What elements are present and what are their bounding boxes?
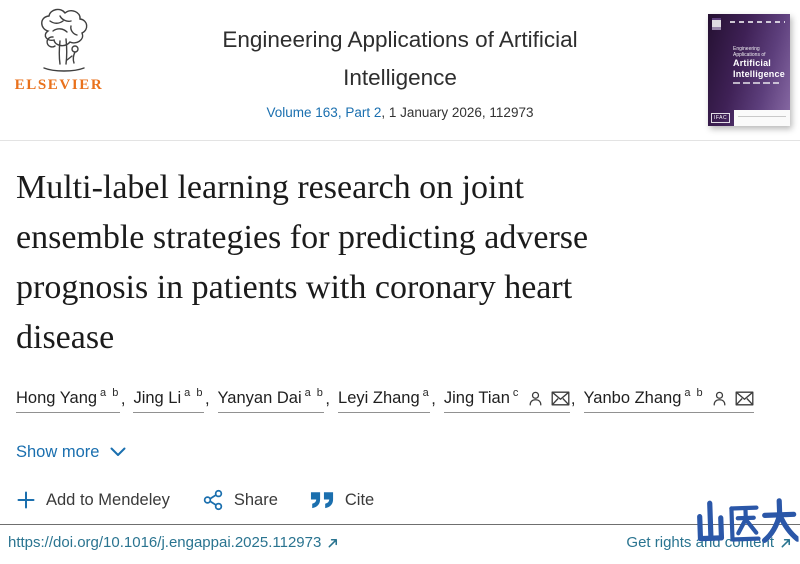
elsevier-wordmark: ELSEVIER [14,77,104,93]
doi-link-text: https://doi.org/10.1016/j.engappai.2025.… [8,534,322,551]
article-header: Multi-label learning research on joint e… [0,163,800,511]
author-link[interactable]: Yanyan Dai a b [217,386,325,413]
footer-links: https://doi.org/10.1016/j.engappai.2025.… [8,534,792,551]
author-list: Hong Yang a b, Jing Li a b, Yanyan Dai a b, Le… [16,386,784,413]
author-affiliation-sup: a b [184,386,204,399]
title-line-4: disease [16,319,115,356]
envelope-icon[interactable] [551,391,570,406]
author-affiliation-sup: a b [100,386,120,399]
cover-small-title: Engineering Applications of [733,46,766,58]
cite-label: Cite [344,490,375,509]
article-actions: Add to Mendeley Share Cite [16,489,784,511]
journal-header: Engineering Applications of Artificial I… [115,21,685,120]
author-affiliation-sup: c [512,386,520,399]
doi-link[interactable]: https://doi.org/10.1016/j.engappai.2025.… [8,534,339,551]
elsevier-tree-icon [10,6,108,76]
author-name: Jing Li [133,389,182,407]
author-separator: , [431,390,436,408]
author-affiliation-sup: a b [304,386,325,399]
author-link[interactable]: Hong Yang a b [16,386,120,413]
footer-divider [0,524,800,525]
author-separator: , [570,390,576,408]
share-icon [202,489,224,511]
author-name: Jing Tian [443,389,510,407]
external-link-icon [327,537,339,549]
person-icon[interactable] [711,390,728,407]
add-to-mendeley-label: Add to Mendeley [46,490,170,509]
author-link[interactable]: Jing Li a b [133,386,204,413]
author-name: Yanbo Zhang [583,389,682,407]
cover-title-block: Engineering Applications of Artificial I… [733,46,787,84]
title-line-1: Multi-label learning research on joint [16,169,524,206]
journal-title-link[interactable]: Engineering Applications of Artificial I… [115,21,685,97]
cite-button[interactable]: Cite [310,491,374,510]
author-link[interactable]: Leyi Zhang a [338,386,431,413]
share-label: Share [233,490,278,509]
cover-big-title-line2: Intelligence [733,68,785,79]
volume-issue-link[interactable]: Volume 163, Part 2 [266,105,382,120]
journal-cover-thumbnail[interactable]: Engineering Applications of Artificial I… [708,14,790,126]
elsevier-logo[interactable]: ELSEVIER [10,6,108,94]
author-affiliation-sup: a b [684,386,705,399]
cover-bottom-rule [738,116,786,117]
author-separator: , [204,390,210,408]
share-button[interactable]: Share [202,489,278,511]
cite-quotes-icon [310,491,335,509]
cover-subtitle-decoration [733,82,779,84]
watermark-stamp [693,494,800,555]
author-name: Leyi Zhang [338,389,420,407]
journal-banner: ELSEVIER Engineering Applications of Art… [0,0,800,141]
add-to-mendeley-button[interactable]: Add to Mendeley [16,490,170,510]
cover-publisher-emblem [712,18,721,30]
journal-title-line2: Intelligence [343,65,457,90]
cover-top-text-decoration [730,21,785,23]
author-name: Yanyan Dai [217,389,302,407]
cover-ifac-badge: IFAC [711,113,731,123]
show-more-button[interactable]: Show more [16,443,126,462]
issue-meta: Volume 163, Part 2, 1 January 2026, 1129… [115,105,685,120]
chevron-down-icon [110,443,126,462]
show-more-label: Show more [16,443,100,461]
journal-title-line1: Engineering Applications of Artificial [222,27,578,52]
author-link[interactable]: Yanbo Zhang a b [583,386,755,413]
article-title: Multi-label learning research on joint e… [16,163,784,363]
title-line-3: prognosis in patients with coronary hear… [16,269,573,306]
author-separator: , [120,390,126,408]
cover-bottom-strip [734,110,790,126]
title-line-2: ensemble strategies for predicting adver… [16,219,589,256]
author-separator: , [325,390,331,408]
author-affiliation-sup: a [422,386,431,399]
external-link-icon [780,537,792,549]
person-icon[interactable] [527,390,544,407]
author-link[interactable]: Jing Tian c [443,386,570,413]
plus-icon [16,490,36,510]
author-name: Hong Yang [16,389,98,407]
envelope-icon[interactable] [735,391,754,406]
cover-big-title-line1: Artificial [733,58,772,68]
issue-date-text: , 1 January 2026, 112973 [381,105,534,120]
